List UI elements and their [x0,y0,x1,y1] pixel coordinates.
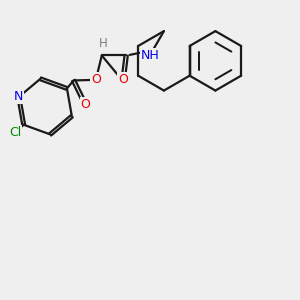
Text: O: O [80,98,90,111]
Text: H: H [99,37,108,50]
Text: O: O [91,74,101,86]
Text: NH: NH [141,49,160,62]
Text: Cl: Cl [9,125,21,139]
Text: N: N [14,90,23,104]
Text: O: O [118,74,128,86]
